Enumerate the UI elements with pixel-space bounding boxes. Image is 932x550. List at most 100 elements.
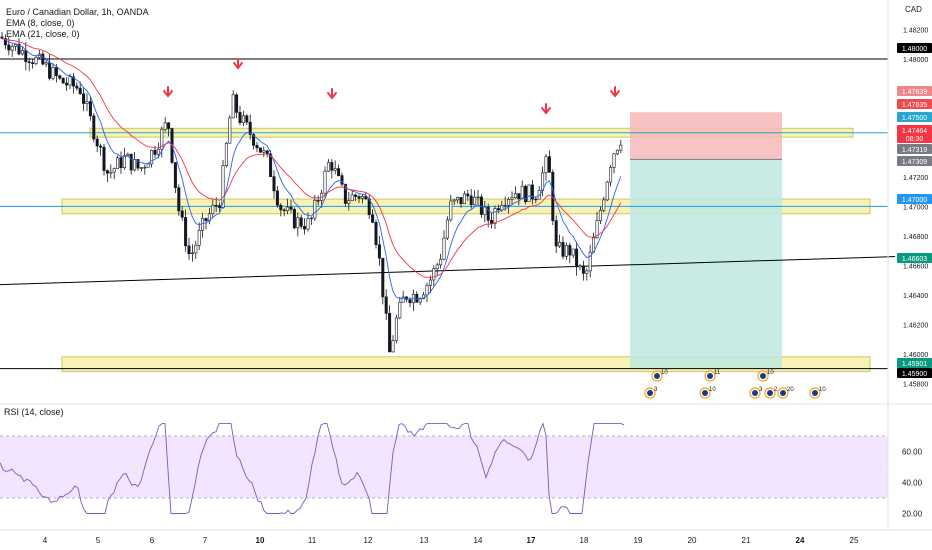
candle-body [153,149,157,155]
rsi-line [0,422,625,514]
candle-body [350,194,354,201]
candle-body [486,206,490,221]
candle-body [150,149,154,165]
price-marker-label: 1.47500 [902,115,927,122]
event-flag-icon-dot [812,390,818,396]
time-tick-label: 17 [527,536,536,545]
candle-body [10,46,14,51]
candle-body [41,53,45,65]
price-marker [897,125,932,135]
candle-body [561,242,565,257]
time-tick-label: 11 [308,536,317,545]
candle-body [201,218,205,231]
candle-body [578,265,582,268]
price-tick-label: 1.47200 [903,175,928,182]
candle-body [360,196,364,199]
candle-body [58,75,62,79]
candle-body [54,67,58,77]
time-tick-label: 20 [688,536,697,545]
candle-body [102,146,106,171]
time-tick-label: 4 [43,536,48,545]
candle-body [500,205,504,211]
candle-body [568,245,572,256]
time-tick-label: 24 [796,536,805,545]
economic-event-icons[interactable]: 10 11 10 3 10 3 2 20 10 [644,370,826,399]
candle-body [282,209,286,212]
candle-body [248,121,252,135]
candle-body [68,76,72,86]
price-marker-label: 1.47319 [902,147,927,154]
candle-body [180,210,184,218]
candle-body [347,200,351,204]
candle-body [78,87,82,95]
event-flag-icon-dot [760,373,766,379]
candle-body [14,43,18,47]
candle-body [493,208,497,224]
candle-body [558,242,562,247]
candle-body [99,145,103,148]
candle-body [27,61,31,64]
candle-body [384,296,388,314]
candle-body [65,82,69,86]
candle-body [136,159,140,169]
red-arrow-annotations [163,58,620,115]
rsi-title: RSI (14, close) [4,407,64,417]
short-position-tool[interactable] [630,112,782,369]
candle-body [143,166,147,169]
time-tick-label: 7 [203,536,208,545]
candle-body [7,44,11,51]
candle-body [313,200,317,219]
event-flag-icon-dot [702,390,708,396]
candle-body [235,94,239,113]
price-marker [897,253,932,263]
candle-body [530,184,534,200]
candle-body [513,193,517,199]
ema-lines [1,37,622,300]
price-marker-label: 1.47464 [902,128,927,135]
candle-body [252,134,256,146]
candle-body [116,157,120,169]
candle-body [581,265,585,274]
candle-body [303,226,307,230]
time-axis[interactable]: 4 5 6 7 10 11 12 13 14 17 18 19 20 21 24 25 [43,536,859,545]
price-marker [897,43,932,53]
candle-body [598,210,602,221]
candle-body [473,196,477,206]
candle-body [357,196,361,199]
currency-label: CAD [905,5,922,14]
candle-body [214,204,218,207]
candle-body [51,67,55,79]
time-tick-label: 19 [634,536,643,545]
time-tick-label: 14 [474,536,483,545]
candle-body [490,219,494,224]
candle-body [575,248,579,268]
time-tick-label: 18 [580,536,589,545]
candle-body [286,206,290,211]
candle-body [197,230,201,246]
candle-body [425,285,429,296]
candle-body [184,217,188,247]
candle-body [24,50,28,63]
price-tick-label: 1.46200 [903,322,928,329]
candle-body [388,313,392,353]
trend-line[interactable] [0,256,896,286]
event-count: 2 [774,387,778,393]
candle-body [476,196,480,199]
candle-body [439,258,443,266]
candle-body [71,76,75,87]
candle-body [456,197,460,201]
candle-body [224,142,228,166]
time-tick-label: 13 [420,536,429,545]
time-tick-label: 21 [742,536,751,545]
candle-body [187,245,191,255]
price-marker [897,194,932,204]
price-axis-markers: 1.48000 1.47639 1.47635 1.47500 1.4746408:30… [897,43,932,378]
candle-body [163,122,167,130]
candle-body [517,193,521,200]
candle-body [544,156,548,174]
event-flag-icon-dot [767,390,773,396]
candle-body [82,93,86,104]
candle-body [466,193,470,197]
candle-body [418,298,422,303]
